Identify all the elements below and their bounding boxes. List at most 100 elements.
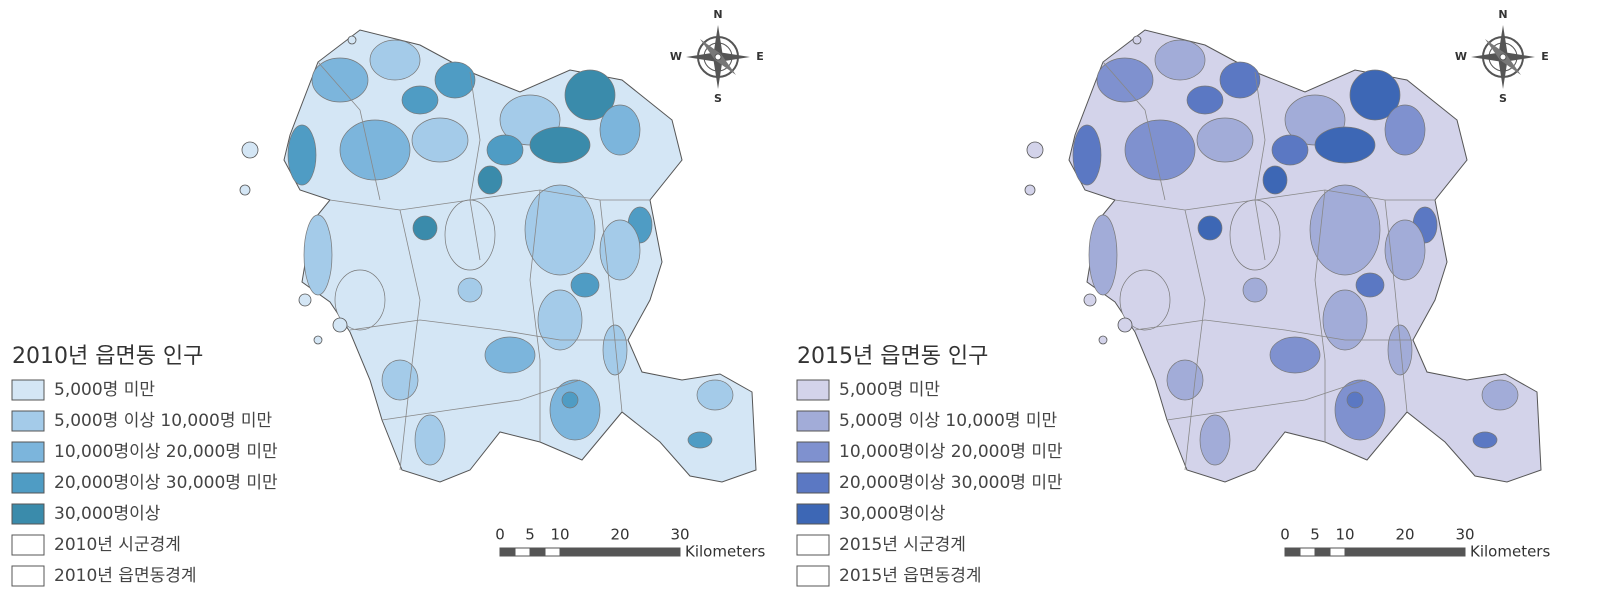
district bbox=[486, 134, 524, 166]
compass-s: S bbox=[1499, 92, 1507, 105]
district bbox=[311, 57, 369, 103]
district bbox=[1096, 57, 1154, 103]
scale-tick-label: 20 bbox=[1395, 526, 1414, 544]
compass-center bbox=[1499, 53, 1507, 61]
district bbox=[1154, 39, 1206, 81]
scale-tick-label: 30 bbox=[1455, 526, 1474, 544]
boundary-line bbox=[1184, 209, 1206, 471]
compass-point bbox=[1503, 52, 1535, 62]
compass-point bbox=[718, 52, 750, 62]
district bbox=[411, 117, 469, 163]
legend-swatch bbox=[11, 534, 45, 556]
district bbox=[1314, 126, 1376, 164]
legend-label: 10,000명이상 20,000명 미만 bbox=[839, 442, 1063, 462]
legend-label: 2010년 시군경계 bbox=[54, 535, 181, 555]
scale-segment bbox=[619, 547, 681, 557]
island bbox=[241, 141, 259, 159]
map-panel: 2015년 읍면동 인구 5,000명 미만 5,000명 이상 10,000명 미… bbox=[796, 8, 1550, 587]
district bbox=[1334, 379, 1386, 441]
scale-segment bbox=[499, 547, 516, 557]
district bbox=[1269, 336, 1321, 374]
compass-s: S bbox=[714, 92, 722, 105]
scale-tick-label: 5 bbox=[525, 526, 535, 544]
island bbox=[1024, 184, 1036, 196]
island bbox=[332, 317, 348, 333]
district bbox=[1349, 69, 1401, 121]
island bbox=[313, 335, 323, 345]
legend-label: 5,000명 미만 bbox=[54, 380, 155, 400]
district bbox=[1472, 431, 1498, 449]
district bbox=[1124, 119, 1196, 181]
scale-segment bbox=[1329, 547, 1346, 557]
legend-title: 2010년 읍면동 인구 bbox=[12, 344, 203, 369]
scale-tick-label: 0 bbox=[495, 526, 505, 544]
district bbox=[303, 214, 333, 296]
legend-swatch bbox=[11, 503, 45, 525]
district bbox=[599, 104, 641, 156]
scale-segment bbox=[1284, 547, 1301, 557]
boundary-line bbox=[1134, 319, 1413, 341]
compass-point bbox=[713, 25, 723, 57]
district bbox=[1384, 219, 1426, 281]
legend-label: 5,000명 미만 bbox=[839, 380, 940, 400]
island bbox=[1098, 335, 1108, 345]
scale-segment bbox=[1344, 547, 1406, 557]
legend-label: 20,000명이상 30,000명 미만 bbox=[839, 473, 1063, 493]
district bbox=[1197, 215, 1223, 241]
legend-swatch bbox=[11, 441, 45, 463]
legend-label: 30,000명이상 bbox=[839, 504, 946, 524]
district bbox=[401, 85, 439, 115]
boundary-line bbox=[349, 319, 628, 341]
map-panel: 2010년 읍면동 인구 5,000명 미만 5,000명 이상 10,000명 미… bbox=[11, 8, 765, 587]
scale-segment bbox=[544, 547, 561, 557]
district bbox=[537, 289, 583, 351]
district bbox=[1072, 124, 1102, 186]
district bbox=[381, 359, 419, 401]
district bbox=[1242, 277, 1268, 303]
boundary-line bbox=[381, 379, 581, 421]
legend-label: 30,000명이상 bbox=[54, 504, 161, 524]
legend-swatch bbox=[796, 441, 830, 463]
legend-swatch bbox=[11, 472, 45, 494]
legend-swatch bbox=[11, 379, 45, 401]
scale-segment bbox=[1299, 547, 1316, 557]
boundary-line bbox=[1254, 71, 1266, 261]
legend-swatch bbox=[11, 410, 45, 432]
compass-point bbox=[713, 57, 723, 89]
boundary-line bbox=[1166, 379, 1366, 421]
district bbox=[339, 119, 411, 181]
island bbox=[1026, 141, 1044, 159]
legend-label: 2015년 읍면동경계 bbox=[839, 566, 982, 586]
district bbox=[1229, 199, 1281, 271]
boundary-line bbox=[317, 61, 381, 201]
legend-label: 10,000명이상 20,000명 미만 bbox=[54, 442, 278, 462]
district bbox=[570, 272, 600, 298]
district bbox=[1262, 165, 1288, 195]
boundary-line bbox=[1384, 199, 1408, 413]
district bbox=[599, 219, 641, 281]
scale-segment bbox=[559, 547, 621, 557]
scale-segment bbox=[1314, 547, 1331, 557]
compass-w: W bbox=[670, 50, 682, 63]
scale-tick-label: 10 bbox=[1335, 526, 1354, 544]
scale-tick-label: 5 bbox=[1310, 526, 1320, 544]
scale-segment bbox=[529, 547, 546, 557]
district bbox=[1196, 117, 1254, 163]
district bbox=[412, 215, 438, 241]
legend-swatch bbox=[796, 410, 830, 432]
district bbox=[1387, 324, 1413, 376]
district bbox=[1199, 414, 1231, 466]
boundary-line bbox=[1102, 61, 1166, 201]
district bbox=[549, 379, 601, 441]
boundary-line bbox=[1114, 189, 1435, 211]
district bbox=[1219, 61, 1261, 99]
district bbox=[529, 126, 591, 164]
district bbox=[444, 199, 496, 271]
district bbox=[1346, 391, 1364, 409]
district bbox=[524, 184, 596, 276]
boundary-line bbox=[399, 209, 421, 471]
district bbox=[484, 336, 536, 374]
compass-point bbox=[1471, 52, 1503, 62]
district bbox=[602, 324, 628, 376]
scale-segment bbox=[1404, 547, 1466, 557]
